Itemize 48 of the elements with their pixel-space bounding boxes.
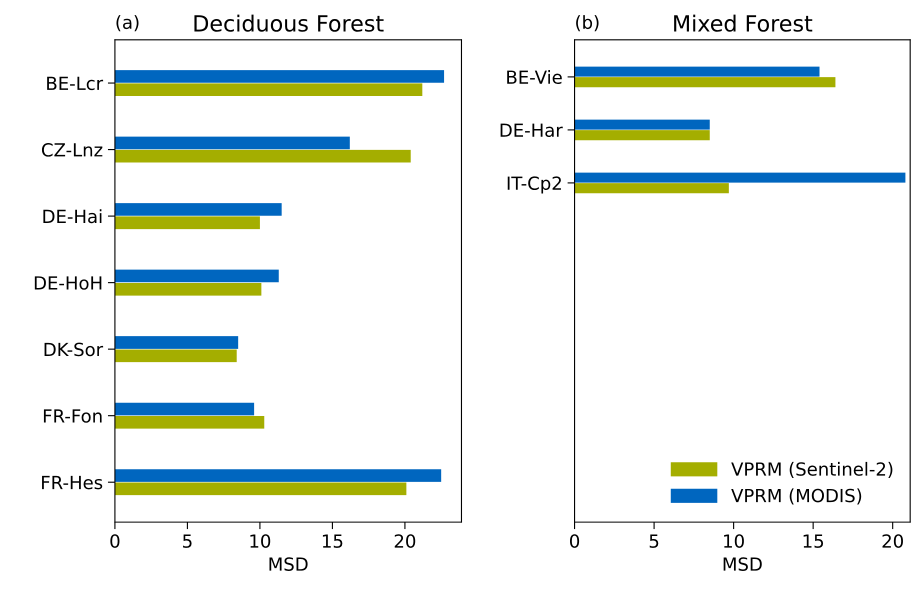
bar <box>114 402 254 416</box>
x-tick-label: 20 <box>394 534 416 548</box>
x-tick-label: 5 <box>183 534 192 548</box>
bar <box>114 150 411 163</box>
y-tick-label: DE-HoH <box>34 276 102 290</box>
text: (b) <box>576 15 599 32</box>
chart-title: Mixed Forest <box>674 14 812 32</box>
y-tick-label: BE-Lcr <box>47 76 104 90</box>
legend-label: VPRM (Sentinel-2) <box>731 462 892 478</box>
y-tick-label: CZ-Lnz <box>42 143 102 157</box>
chart-title: Deciduous Forest <box>194 14 384 32</box>
bar <box>114 83 422 96</box>
y-tick-label: IT-Cp2 <box>508 176 561 194</box>
x-tick-label: 15 <box>804 534 824 548</box>
x-tick-label: 10 <box>250 534 270 548</box>
bar <box>574 172 906 183</box>
x-tick-label: 15 <box>322 534 342 548</box>
bar <box>114 270 279 282</box>
bar <box>114 349 237 362</box>
y-tick-label: FR-Fon <box>44 409 102 423</box>
bar <box>114 70 444 83</box>
bar <box>574 77 836 88</box>
y-tick-label: DE-Hai <box>43 209 102 224</box>
x-tick-label: 10 <box>724 534 744 548</box>
bar <box>114 416 264 429</box>
bar <box>574 130 710 140</box>
legend-label: VPRM (MODIS) <box>731 488 862 504</box>
bar <box>574 183 729 194</box>
bar <box>114 136 350 150</box>
x-tick-label: 0 <box>570 534 580 548</box>
bar <box>114 482 406 496</box>
bar <box>114 469 442 482</box>
x-axis-title: MSD <box>724 557 762 571</box>
bar <box>574 120 710 130</box>
bar <box>114 203 282 216</box>
x-axis-title: MSD <box>269 557 308 571</box>
x-tick-label: 5 <box>650 534 658 548</box>
x-tick-label: 0 <box>110 534 120 548</box>
bar <box>114 282 262 296</box>
bar <box>114 216 260 230</box>
bar <box>114 336 238 349</box>
x-tick-label: 20 <box>882 534 903 548</box>
bar <box>574 66 820 77</box>
y-tick-label: BE-Vie <box>507 70 562 84</box>
y-tick-label: FR-Hes <box>42 476 102 490</box>
y-tick-label: DK-Sor <box>44 342 104 356</box>
text: (a) <box>116 15 139 32</box>
y-tick-label: DE-Har <box>500 124 563 138</box>
